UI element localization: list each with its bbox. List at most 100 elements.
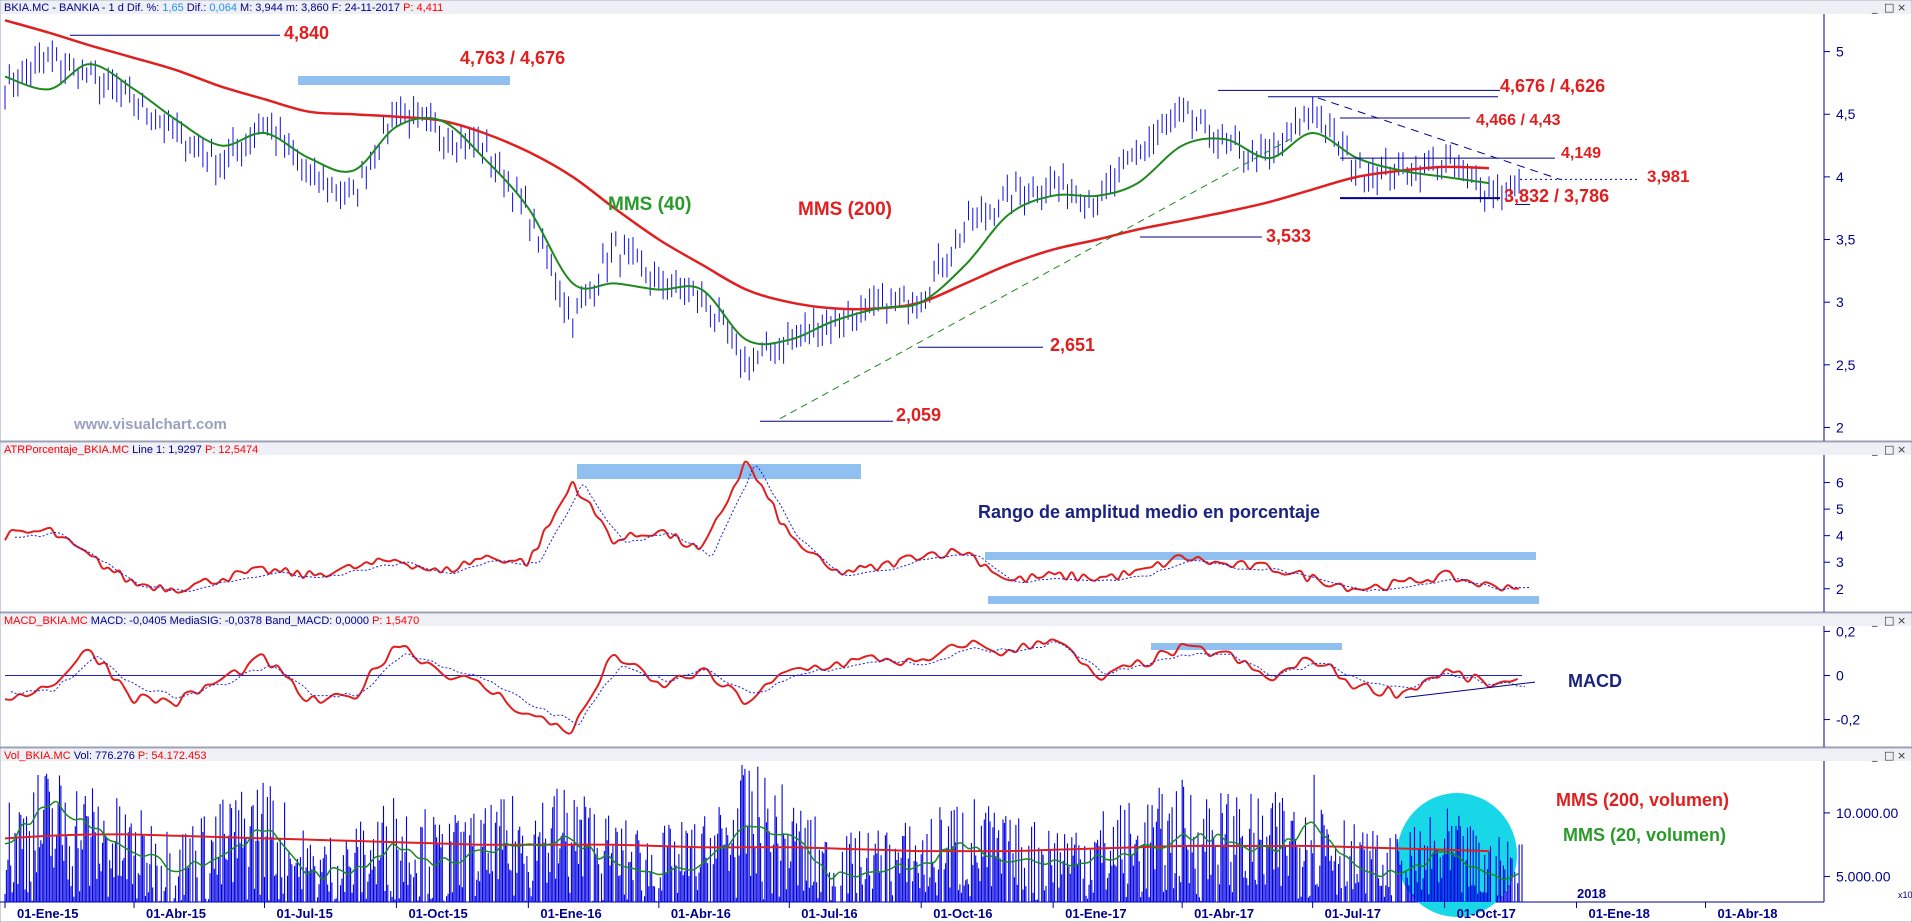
label-4763: 4,763 / 4,676 [460,48,565,68]
label-4840: 4,840 [284,23,329,43]
x-tick-label: 01-Abr-15 [146,906,206,921]
header-field: M: 3,944 [237,2,283,14]
x-tick-label: 01-Ene-18 [1588,906,1649,921]
restore-button-macd[interactable]: □ [1884,614,1894,627]
x-tick-label: 01-Jul-15 [277,906,333,921]
header-field: F: 24-11-2017 [329,2,400,14]
x-tick-label: 01-Abr-18 [1718,906,1778,921]
y-tick-label: 2 [1836,419,1844,435]
y-tick-label: 0 [1836,667,1844,683]
y-tick-label: 0,2 [1836,623,1856,639]
highlight-band [577,464,861,479]
svg-text:MACD_BKIA.MC MACD: -0,0405 M: MACD_BKIA.MC MACD: -0,0405 MediaSIG: -0,… [4,615,419,627]
header-field: 0,064 [206,2,237,14]
y-tick-label: 5.000.00 [1836,869,1891,885]
mms200-line [4,19,1490,311]
label-3533: 3,533 [1266,226,1311,246]
volume-mms20-line [4,800,1520,881]
header-field: P: 4,411 [400,2,443,14]
volume-header: Vol_BKIA.MC Vol: 776.276 P: 54.172.453 [1,749,1911,762]
highlight-band [985,552,1536,560]
minimize-button-atr[interactable]: _ [1871,443,1878,456]
minimize-button[interactable]: _ [1871,1,1878,14]
mms40-line [4,63,1490,346]
x-tick-label: 01-Ene-15 [17,906,78,921]
y-tick-label: 3,5 [1836,232,1856,248]
label-3981: 3,981 [1647,167,1690,186]
y-tick-label: 10.000.00 [1836,805,1898,821]
macd-signal-line [10,641,1526,726]
close-button-macd[interactable]: × [1897,614,1906,627]
restore-button[interactable]: □ [1884,1,1894,14]
label-3832: 3,832 / 3,786 [1504,186,1609,206]
vol-mms20-label: MMS (20, volumen) [1563,825,1726,845]
minimize-button-vol[interactable]: _ [1871,749,1878,762]
x-tick-label: 01-Oct-16 [933,906,992,921]
y-tick-label: 4,5 [1836,106,1856,122]
label-2651: 2,651 [1050,335,1095,355]
year-marker: 2018 [1577,886,1606,901]
y-tick-label: 2,5 [1836,357,1856,373]
label-2059: 2,059 [896,405,941,425]
x-axis: 01-Ene-15 01-Abr-15 01-Jul-15 01-Oct-15 01-E… [4,902,1778,921]
x-tick-label: 01-Ene-16 [540,906,601,921]
header-field: P: 1,5470 [369,615,419,627]
header-field: Vol: 776.276 [71,750,135,762]
y-tick-label: 3 [1836,554,1844,570]
y-tick-label: 3 [1836,294,1844,310]
svg-text:ATRPorcentaje_BKIA.MC Line 1:: ATRPorcentaje_BKIA.MC Line 1: 1,9297 P: … [4,444,258,456]
label-4149: 4,149 [1561,145,1601,162]
x-tick-label: 01-Abr-17 [1194,906,1254,921]
header-field: MACD_BKIA.MC [4,615,88,627]
label-4676: 4,676 / 4,626 [1500,76,1605,96]
header-field: 1,65 [159,2,183,14]
svg-text:Vol_BKIA.MC Vol: 776.276 P:: Vol_BKIA.MC Vol: 776.276 P: 54.172.453 [4,750,206,762]
volume-y-axis: 10.000.00 5.000.00 [1824,805,1898,885]
macd-header: MACD_BKIA.MC MACD: -0,0405 MediaSIG: -0,… [1,614,1911,627]
x-tick-label: 01-Jul-17 [1325,906,1381,921]
header-field: m: 3,860 [283,2,329,14]
y-tick-label: 4 [1836,169,1844,185]
header-field: ATRPorcentaje_BKIA.MC [4,444,129,456]
corner-label: x10 [1898,890,1912,900]
window-buttons[interactable]: _ □ × _ □ × _ □ × _ □ × [1871,1,1906,762]
close-button-vol[interactable]: × [1897,749,1906,762]
header-field: MediaSIG: -0,0378 [167,615,262,627]
minimize-button-macd[interactable]: _ [1871,614,1878,627]
highlight-band [298,76,510,85]
watermark: www.visualchart.com [73,416,227,433]
x-tick-label: 01-Oct-15 [408,906,467,921]
restore-button-vol[interactable]: □ [1884,749,1894,762]
y-tick-label: 6 [1836,475,1844,491]
y-tick-label: 4 [1836,528,1844,544]
header-field: Dif.: [184,2,207,14]
label-4466: 4,466 / 4,43 [1476,112,1561,129]
highlight-band [988,596,1539,604]
highlight-band [1151,643,1342,650]
vol-mms200-label: MMS (200, volumen) [1556,790,1729,810]
svg-text:BKIA.MC - BANKIA - 1 d Dif. %: BKIA.MC - BANKIA - 1 d Dif. %: 1,65 Dif.… [4,2,443,14]
header-field: Band_MACD: 0,0000 [262,615,369,627]
macd-title: MACD [1568,671,1622,691]
close-button[interactable]: × [1897,1,1906,14]
price-y-axis: 5 4,5 4 3,5 3 2,5 2 [1824,44,1856,435]
header-field: P: 12,5474 [202,444,258,456]
atr-line [4,460,1520,594]
x-tick-label: 01-Oct-17 [1457,906,1516,921]
header-field: Vol_BKIA.MC [4,750,71,762]
header-field: P: 54.172.453 [135,750,207,762]
header-field: BKIA.MC - BANKIA - 1 d [4,2,124,14]
price-header: BKIA.MC - BANKIA - 1 d Dif. %: 1,65 Dif.… [1,1,1911,14]
x-tick-label: 01-Jul-16 [801,906,857,921]
y-tick-label: 2 [1836,581,1844,597]
atr-header: ATRPorcentaje_BKIA.MC Line 1: 1,9297 P: … [1,443,1911,456]
restore-button-atr[interactable]: □ [1884,443,1894,456]
header-field: Dif. %: [124,2,159,14]
downtrend-line [1317,97,1561,180]
y-tick-label: 5 [1836,501,1844,517]
close-button-atr[interactable]: × [1897,443,1906,456]
volume-mms200-line [4,833,1490,853]
mms40-label: MMS (40) [608,194,691,215]
